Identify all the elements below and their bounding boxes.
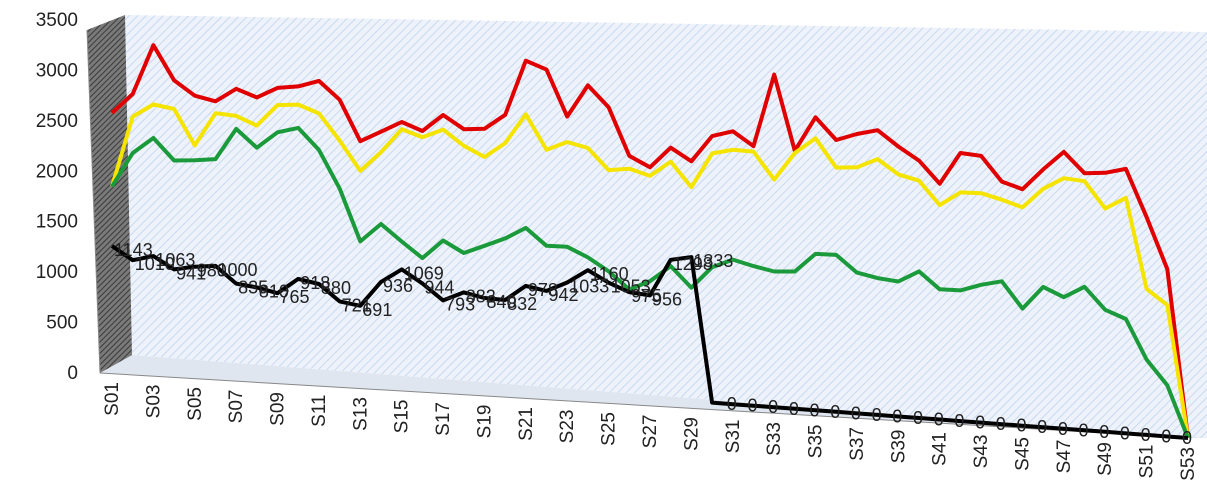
x-tick-label-s29: S29: [681, 417, 702, 451]
x-tick-label-s09: S09: [268, 392, 289, 426]
x-tick-label-s01: S01: [102, 382, 123, 416]
data-label-2: 1063: [155, 250, 195, 270]
data-label-zero-37: 0: [872, 405, 882, 425]
data-label-11: 721: [342, 295, 372, 315]
series-line-yellow: [110, 102, 1190, 439]
data-label-7: 810: [259, 281, 289, 301]
x-tick-label-s39: S39: [888, 430, 909, 464]
x-tick-label-s05: S05: [185, 387, 206, 421]
data-label-10: 880: [321, 278, 351, 298]
x-tick-label-s27: S27: [640, 415, 661, 449]
data-label-16: 793: [445, 294, 475, 314]
x-tick-label-s07: S07: [226, 390, 247, 424]
x-axis-line: [99, 372, 1189, 439]
x-tick-label-s33: S33: [764, 422, 785, 456]
y-tick-label-4: 2000: [36, 161, 78, 182]
data-label-4: 980: [197, 261, 227, 281]
x-tick-label-s31: S31: [723, 420, 744, 454]
x-tick-label-s53: S53: [1178, 447, 1199, 481]
x-tick-label-s17: S17: [433, 402, 454, 436]
x-tick-label-s41: S41: [930, 432, 951, 466]
data-label-19: 832: [507, 294, 537, 314]
data-label-zero-52: 0: [1182, 428, 1192, 448]
data-label-26: 956: [652, 289, 682, 309]
data-label-zero-47: 0: [1079, 420, 1089, 440]
chart-back-wall: [125, 15, 1207, 438]
data-label-zero-35: 0: [830, 402, 840, 422]
data-label-zero-48: 0: [1099, 422, 1109, 442]
data-label-zero-50: 0: [1141, 425, 1151, 445]
x-tick-label-s37: S37: [847, 427, 868, 461]
series-line-black: [110, 244, 1189, 440]
data-label-25: 975: [631, 286, 661, 306]
data-label-zero-39: 0: [913, 408, 923, 428]
y-tick-label-7: 3500: [36, 10, 78, 31]
data-label-zero-49: 0: [1120, 423, 1130, 443]
data-label-zero-46: 0: [1058, 419, 1068, 439]
data-label-zero-44: 0: [1016, 416, 1026, 436]
x-tick-label-s43: S43: [971, 435, 992, 469]
data-label-22: 1033: [569, 276, 609, 296]
data-label-3: 941: [176, 263, 206, 283]
x-tick-label-s19: S19: [474, 405, 495, 439]
data-label-18: 840: [486, 292, 516, 312]
data-label-5: 1000: [217, 260, 257, 280]
data-label-12: 691: [362, 300, 392, 320]
data-label-23: 1160: [590, 264, 629, 284]
x-tick-label-s51: S51: [1137, 445, 1158, 479]
data-label-zero-42: 0: [975, 413, 985, 433]
data-label-zero-31: 0: [747, 396, 757, 416]
data-label-1: 1010: [135, 254, 175, 274]
y-tick-label-2: 1000: [36, 262, 78, 283]
data-label-13: 936: [383, 276, 413, 296]
data-label-0: 1143: [114, 240, 153, 260]
x-tick-label-s47: S47: [1054, 440, 1075, 474]
y-tick-label-1: 500: [46, 313, 78, 334]
data-label-zero-34: 0: [810, 400, 820, 420]
data-label-17: 882: [466, 286, 496, 306]
x-tick-label-s21: S21: [516, 407, 537, 441]
data-label-zero-30: 0: [727, 394, 737, 414]
x-tick-label-s25: S25: [599, 412, 620, 446]
data-label-27: 1298: [673, 254, 713, 274]
data-label-zero-51: 0: [1161, 426, 1171, 446]
y-tick-label-6: 3000: [36, 60, 78, 81]
x-tick-label-s35: S35: [806, 425, 827, 459]
data-label-21: 942: [549, 285, 579, 305]
x-tick-label-s45: S45: [1012, 437, 1033, 471]
data-label-9: 918: [300, 273, 330, 293]
data-label-28: 1333: [693, 251, 733, 271]
x-tick-label-s13: S13: [350, 397, 371, 431]
series-line-green: [110, 125, 1190, 439]
y-tick-label-5: 2500: [36, 111, 78, 132]
chart-side-wall: [87, 15, 132, 373]
data-label-zero-33: 0: [789, 399, 799, 419]
data-label-8: 765: [280, 287, 310, 307]
data-label-zero-41: 0: [954, 411, 964, 431]
x-tick-label-s11: S11: [309, 395, 330, 427]
data-label-6: 835: [238, 278, 268, 298]
x-tick-label-s49: S49: [1095, 442, 1116, 476]
series-line-red: [110, 43, 1190, 439]
data-label-14: 1069: [404, 263, 444, 283]
data-label-zero-32: 0: [768, 397, 778, 417]
data-label-zero-43: 0: [996, 414, 1006, 434]
data-label-zero-38: 0: [892, 406, 902, 426]
y-tick-label-3: 1500: [36, 212, 78, 233]
data-label-24: 1053: [611, 277, 651, 297]
x-tick-label-s03: S03: [143, 385, 164, 419]
x-tick-label-s15: S15: [392, 400, 413, 434]
data-label-zero-40: 0: [934, 410, 944, 430]
data-label-15: 944: [424, 278, 454, 298]
data-label-zero-45: 0: [1037, 417, 1047, 437]
y-axis-line: [86, 29, 101, 374]
y-tick-label-0: 0: [67, 363, 78, 384]
data-label-20: 978: [528, 280, 558, 300]
data-label-zero-36: 0: [851, 403, 861, 423]
x-tick-label-s23: S23: [557, 410, 578, 444]
